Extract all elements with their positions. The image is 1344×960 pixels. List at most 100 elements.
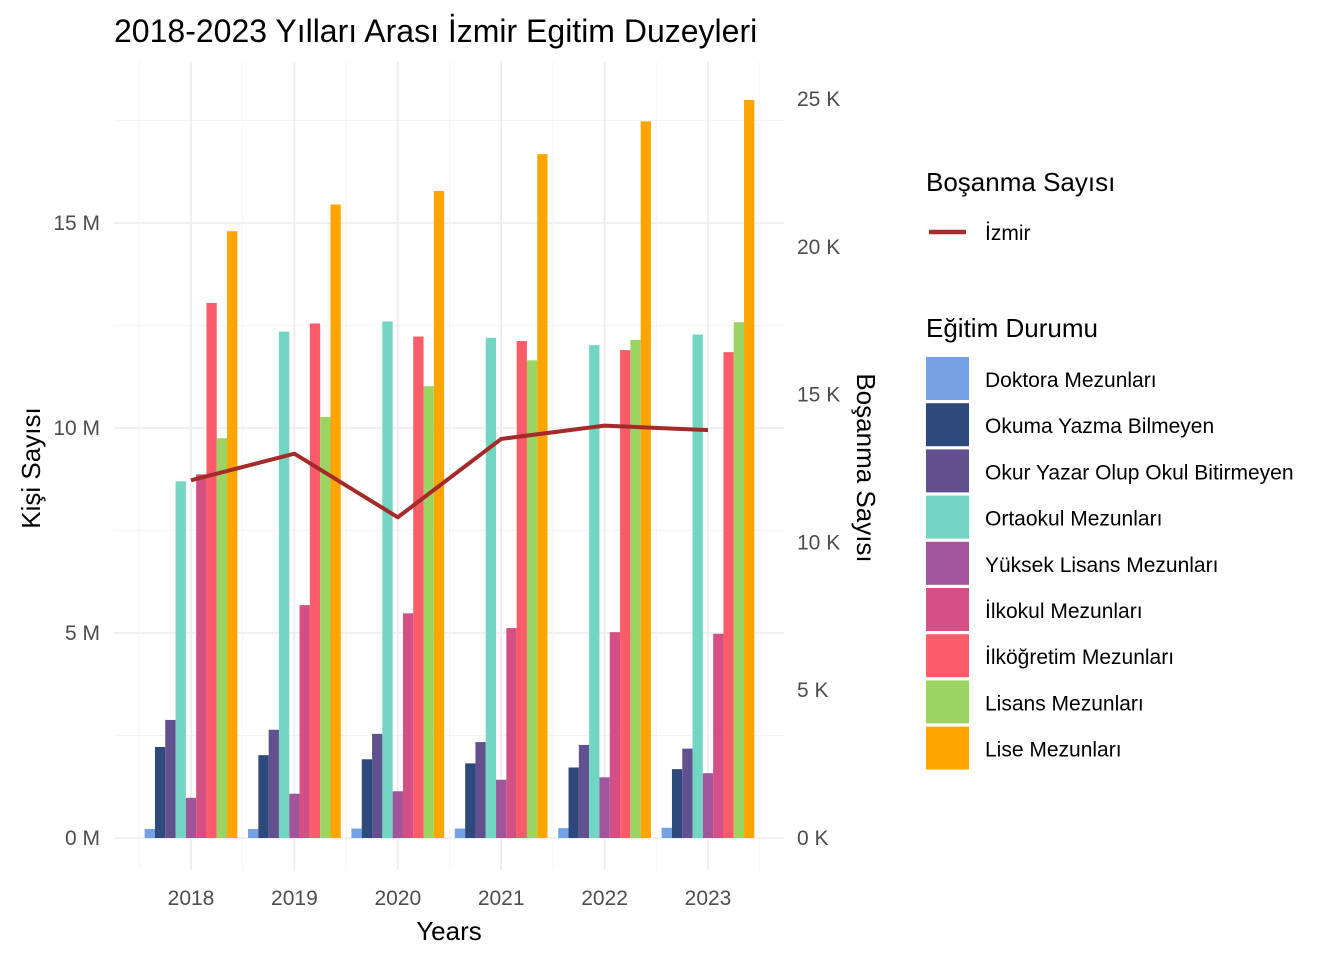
- legend: Boşanma Sayısı İzmir Eğitim Durumu Dokto…: [926, 167, 1294, 770]
- bar: [692, 334, 703, 838]
- bar: [299, 605, 310, 838]
- bar: [216, 438, 228, 838]
- legend-label: Doktora Mezunları: [985, 369, 1157, 392]
- legend-swatch: [926, 403, 969, 447]
- bar: [620, 350, 631, 838]
- chart-title: 2018-2023 Yılları Arası İzmir Egitim Duz…: [114, 13, 757, 49]
- bar: [185, 797, 197, 838]
- y-tick-label: 15 M: [53, 212, 100, 235]
- legend-swatch: [926, 449, 969, 493]
- bar: [392, 791, 403, 838]
- bar: [413, 336, 424, 838]
- y-tick-label: 0 M: [65, 827, 100, 850]
- bar: [630, 339, 641, 838]
- bar: [599, 777, 610, 838]
- y2-axis-title: Boşanma Sayısı: [851, 373, 881, 562]
- legend-label: Yüksek Lisans Mezunları: [985, 554, 1218, 577]
- bar: [423, 386, 434, 838]
- x-tick-label: 2021: [478, 887, 525, 910]
- bar: [309, 323, 321, 838]
- x-tick-label: 2020: [374, 887, 421, 910]
- bar: [744, 100, 755, 838]
- bar-legend-items: Doktora Mezunları Okuma Yazma Bilmeyen Oku…: [926, 357, 1294, 770]
- bar: [671, 769, 683, 838]
- bar: [558, 828, 569, 838]
- bar: [713, 633, 724, 838]
- bar: [723, 352, 734, 838]
- legend-label: Okuma Yazma Bilmeyen: [985, 415, 1214, 438]
- legend-label: Lisans Mezunları: [985, 692, 1144, 715]
- bar: [589, 345, 600, 838]
- bar: [640, 121, 651, 838]
- bar: [506, 628, 517, 838]
- legend-label: Lise Mezunları: [985, 739, 1122, 762]
- bar: [330, 204, 341, 839]
- bar: [682, 748, 693, 838]
- bar: [227, 231, 238, 838]
- bar: [175, 481, 186, 838]
- bar: [454, 828, 466, 838]
- bar: [351, 828, 362, 838]
- y2-tick-label: 10 K: [797, 531, 840, 554]
- bar: [258, 755, 269, 838]
- legend-swatch: [926, 634, 969, 678]
- legend-swatch: [926, 541, 969, 585]
- divorce-line-path: [190, 423, 709, 520]
- y2-tick-label: 5 K: [797, 679, 829, 702]
- bar: [609, 632, 621, 838]
- legend-swatch: [926, 588, 969, 631]
- bar: [154, 746, 166, 838]
- bar: [165, 719, 176, 838]
- bar: [361, 759, 373, 838]
- legend-label: İlköğretim Mezunları: [985, 646, 1174, 669]
- legend-label: İlkokul Mezunları: [985, 600, 1143, 623]
- bar: [702, 773, 714, 838]
- legend-swatch: [926, 726, 969, 770]
- bar: [568, 767, 579, 838]
- legend-label: Okur Yazar Olup Okul Bitirmeyen: [985, 461, 1294, 484]
- y2-tick-label: 0 K: [797, 827, 829, 850]
- bar: [268, 729, 279, 838]
- bar: [496, 779, 507, 838]
- bar: [278, 331, 290, 838]
- y-axis-right: 0 K 5 K 10 K 15 K 20 K 25 K: [797, 88, 840, 850]
- x-tick-label: 2018: [168, 887, 215, 910]
- bar: [248, 828, 259, 838]
- y-tick-label: 10 M: [53, 417, 100, 440]
- bar: [144, 828, 155, 838]
- divorce-line: [190, 423, 709, 520]
- bar: [196, 474, 207, 838]
- bar: [289, 793, 300, 838]
- x-tick-label: 2022: [581, 887, 628, 910]
- x-tick-label: 2023: [685, 887, 732, 910]
- bar: [433, 191, 445, 838]
- y-axis-left: 0 M 5 M 10 M 15 M: [53, 212, 100, 850]
- bar: [475, 742, 486, 838]
- bar: [733, 322, 745, 839]
- y-tick-label: 5 M: [65, 622, 100, 645]
- x-axis: 2018 2019 2020 2021 2022 2023: [168, 887, 732, 910]
- legend-swatch: [926, 357, 969, 400]
- y2-tick-label: 20 K: [797, 236, 840, 259]
- bar: [402, 613, 414, 838]
- bar: [465, 763, 476, 838]
- bar-legend-title: Eğitim Durumu: [926, 313, 1098, 343]
- line-legend-label: İzmir: [985, 222, 1031, 245]
- y2-tick-label: 15 K: [797, 384, 840, 407]
- bar: [206, 302, 217, 838]
- x-tick-label: 2019: [271, 887, 318, 910]
- bar: [372, 733, 383, 838]
- bar: [516, 341, 527, 838]
- bar: [661, 827, 672, 838]
- y2-tick-label: 25 K: [797, 88, 840, 111]
- legend-swatch: [926, 495, 969, 539]
- bars: [144, 100, 755, 839]
- bar: [485, 337, 497, 838]
- x-axis-title: Years: [416, 916, 482, 946]
- bar: [382, 321, 393, 838]
- line-legend-title: Boşanma Sayısı: [926, 167, 1115, 197]
- legend-label: Ortaokul Mezunları: [985, 508, 1162, 531]
- bar: [526, 360, 538, 838]
- legend-swatch: [926, 680, 969, 724]
